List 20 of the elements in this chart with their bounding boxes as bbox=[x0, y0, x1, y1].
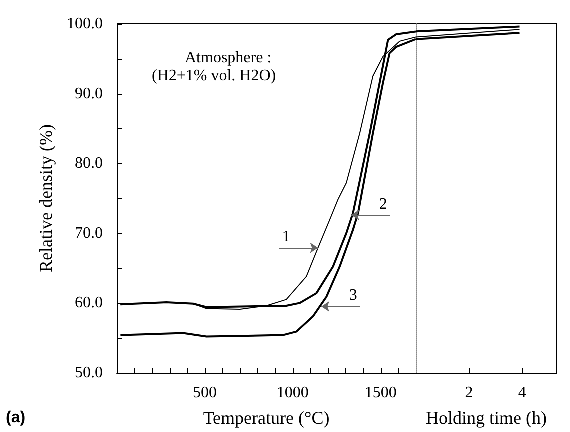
x-tick-label: 2 bbox=[465, 384, 474, 402]
x-tick-label: 1500 bbox=[364, 384, 397, 402]
annotation: (H2+1% vol. H2O) bbox=[152, 68, 276, 84]
y-axis-title: Relative density (%) bbox=[36, 124, 56, 272]
text: (a) bbox=[6, 410, 26, 426]
x-tick-label: 1000 bbox=[276, 384, 309, 402]
x-axis-title: Temperature (°C) bbox=[203, 408, 330, 428]
annotation: Atmosphere : bbox=[185, 50, 272, 66]
y-tick-label: 80.0 bbox=[75, 155, 103, 172]
y-tick-label: 100.0 bbox=[67, 16, 103, 32]
x-tick-label: 4 bbox=[518, 384, 526, 402]
annotation: 1 bbox=[282, 228, 290, 246]
y-tick-label: 60.0 bbox=[75, 294, 103, 312]
x-axis-title: Holding time (h) bbox=[426, 408, 547, 428]
annotation: 3 bbox=[349, 287, 358, 304]
y-tick-label: 50.0 bbox=[75, 364, 103, 382]
y-tick-label: 70.0 bbox=[75, 224, 103, 242]
annotation: 2 bbox=[379, 196, 388, 213]
y-tick-label: 90.0 bbox=[75, 85, 103, 102]
x-tick-label: 500 bbox=[192, 384, 217, 402]
